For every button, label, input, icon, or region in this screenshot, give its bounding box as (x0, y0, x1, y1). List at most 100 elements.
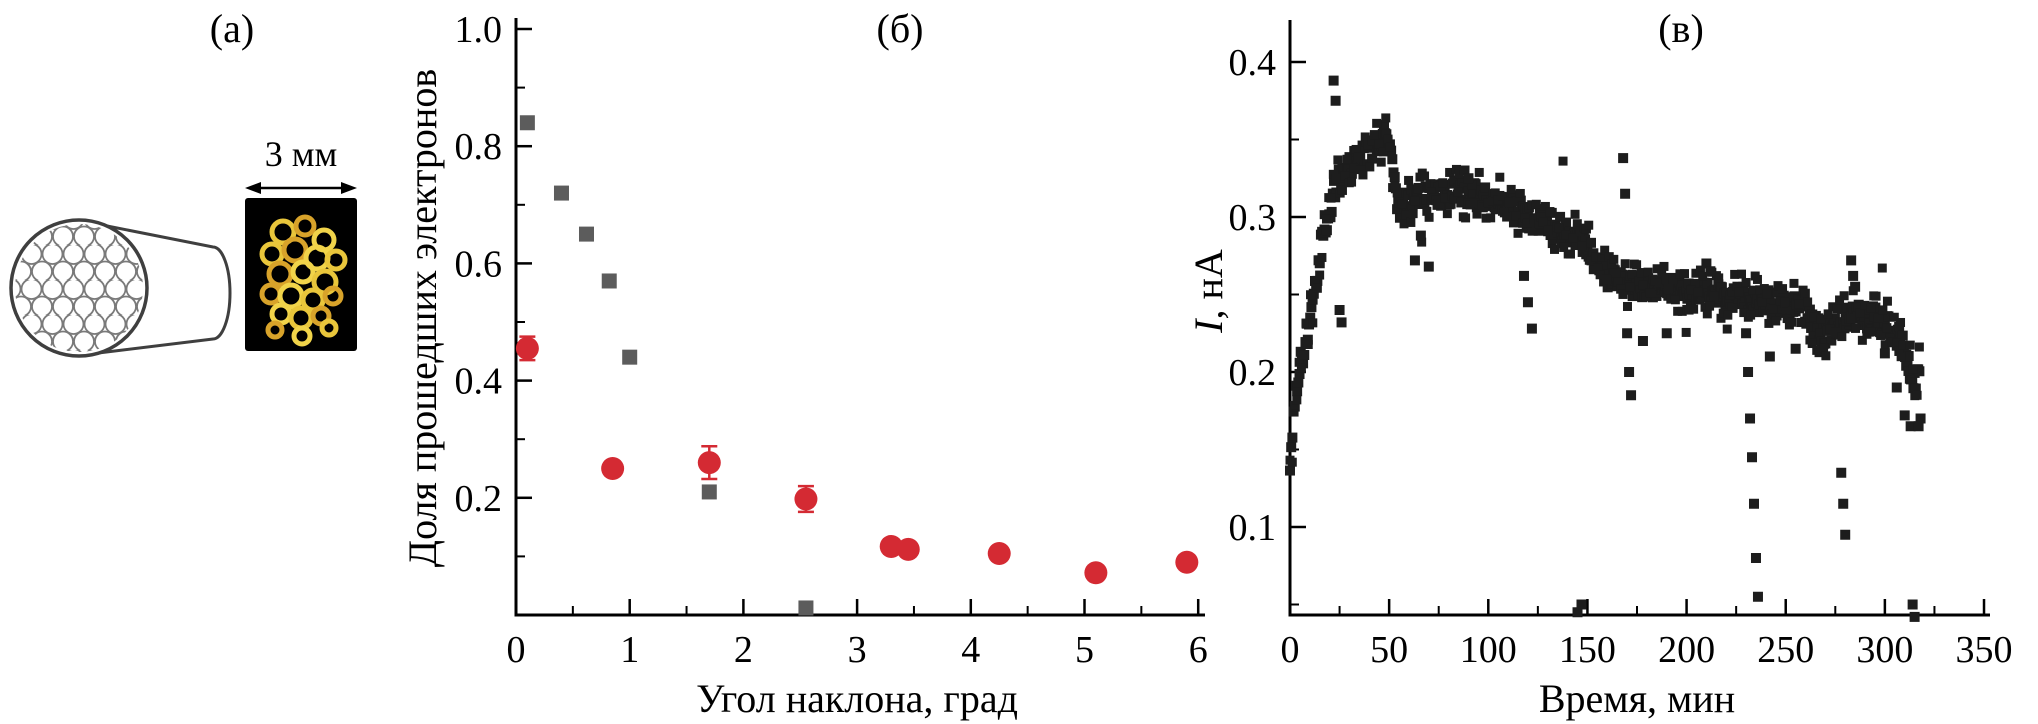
x-tick-label: 350 (1956, 629, 2013, 671)
data-point (1652, 264, 1662, 274)
data-point (1902, 356, 1913, 367)
outlier-point (1423, 261, 1434, 272)
data-point (1670, 295, 1680, 305)
data-point (1504, 197, 1514, 207)
data-point (1675, 269, 1685, 279)
data-point (1438, 178, 1448, 188)
data-point (1461, 213, 1471, 223)
outlier-point (1661, 328, 1672, 339)
outlier-point (1620, 188, 1631, 199)
data-point (1586, 237, 1597, 248)
data-point (1534, 204, 1545, 215)
outlier-point (1750, 553, 1761, 563)
scatter-streak (1417, 237, 1427, 247)
data-point (1321, 214, 1331, 224)
data-point (1622, 301, 1632, 311)
data-point (1620, 259, 1630, 269)
panel-c-label: (в) (1658, 6, 1704, 51)
data-point (1543, 225, 1553, 235)
panel-c-plot-area: 0 50 100 150 200 250 300 350 0.1 0.2 0.3 0.4 (1229, 20, 2013, 671)
data-point (1293, 377, 1304, 388)
data-point (1723, 310, 1733, 320)
data-point (1390, 181, 1400, 191)
data-point (1807, 338, 1817, 348)
data-point (1607, 259, 1617, 269)
data-point (1570, 209, 1580, 219)
outlier-point (1745, 413, 1756, 424)
data-point (1806, 322, 1817, 333)
data-point (1638, 280, 1648, 290)
sample-photo (245, 198, 357, 351)
data-point (1705, 301, 1715, 311)
data-point (1479, 202, 1489, 212)
capillary-ring (265, 320, 285, 340)
outlier-point (1790, 343, 1801, 354)
data-point (1771, 316, 1781, 326)
data-point (1349, 163, 1359, 173)
y-tick-label: 0.6 (455, 243, 503, 285)
data-point (1565, 249, 1575, 259)
data-point (1903, 351, 1914, 362)
data-point (1746, 310, 1756, 320)
data-point (1294, 368, 1305, 379)
x-tick-label: 6 (1189, 629, 1208, 671)
data-point (1413, 184, 1423, 194)
data-point (1531, 199, 1541, 209)
outlier-point (1334, 305, 1345, 315)
data-point (1748, 285, 1758, 295)
data-point (1394, 213, 1404, 223)
data-point (1601, 259, 1612, 270)
y-tick-label: 1.0 (455, 9, 503, 51)
data-point (1522, 218, 1532, 228)
outlier-point (1637, 336, 1648, 346)
data-point (1406, 217, 1416, 227)
data-point (1835, 295, 1845, 305)
y-tick-label: 0.2 (1229, 352, 1277, 394)
data-point (1296, 363, 1306, 373)
honeycomb-capillary-pattern (15, 224, 143, 352)
data-point (1497, 191, 1507, 201)
outlier-point (1741, 328, 1752, 339)
data-point (1668, 274, 1678, 284)
scatter-streak (1453, 187, 1463, 197)
data-point (1880, 340, 1890, 350)
data-point (1314, 258, 1325, 269)
data-point (1889, 312, 1899, 322)
data-point (1657, 268, 1667, 278)
panel-b-y-axis-title: Доля прошедших электронов (400, 69, 445, 567)
data-point (1347, 177, 1357, 187)
data-point-circle (987, 541, 1011, 565)
outlier-point (1836, 467, 1847, 478)
data-point-square (601, 273, 617, 289)
data-point (1762, 289, 1772, 299)
data-point (1724, 296, 1735, 307)
data-point (1490, 204, 1501, 215)
data-point (1358, 170, 1368, 180)
capillary-ring (290, 259, 316, 285)
x-tick-label: 250 (1757, 629, 1814, 671)
data-point (1815, 328, 1826, 339)
data-point (1493, 195, 1503, 205)
data-point-square (519, 115, 535, 131)
panel-a-label: (а) (210, 6, 254, 51)
data-point (1508, 218, 1518, 228)
y-tick-label: 0.4 (1229, 42, 1277, 84)
data-point (1337, 185, 1347, 195)
outlier-point (1909, 611, 1920, 622)
data-point (1664, 283, 1674, 293)
data-point (1698, 271, 1708, 281)
data-point (1860, 300, 1870, 310)
outlier-point (1572, 607, 1583, 618)
data-point (1803, 315, 1814, 326)
data-point (1914, 342, 1924, 352)
data-point (1547, 239, 1557, 249)
data-point (1892, 338, 1902, 348)
data-point (1527, 200, 1537, 210)
data-point-circle (697, 451, 721, 475)
data-point (1896, 352, 1906, 362)
data-point (1586, 256, 1596, 266)
data-point (1571, 239, 1582, 250)
data-point (1468, 187, 1479, 198)
data-point (1634, 276, 1644, 286)
data-point (1286, 442, 1297, 453)
